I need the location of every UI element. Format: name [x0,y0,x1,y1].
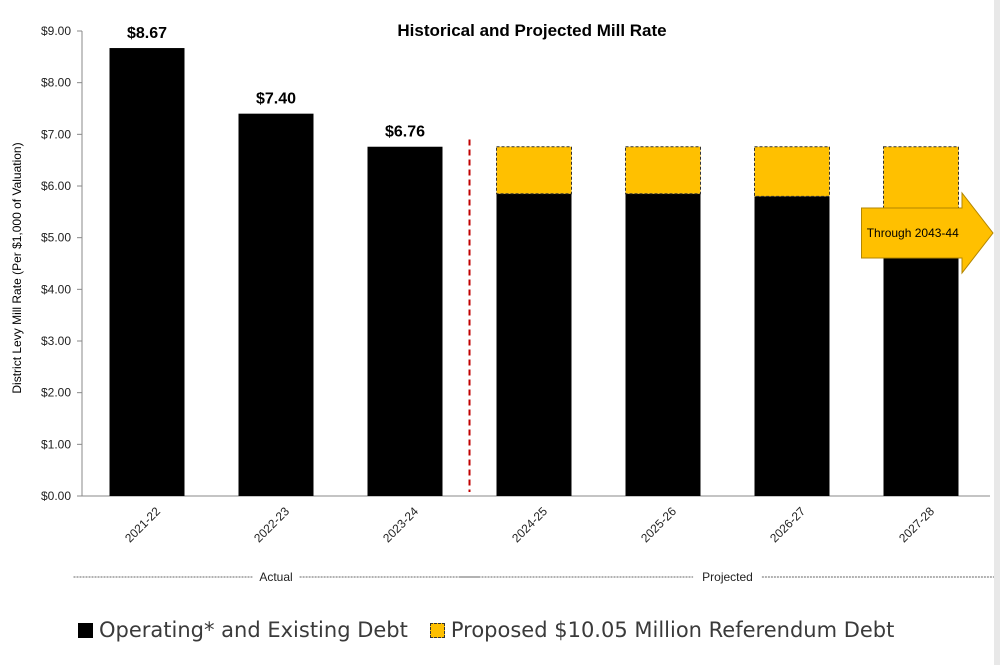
y-tick-label: $0.00 [41,489,71,503]
y-tick-label: $9.00 [41,24,71,38]
bar-referendum [754,146,830,197]
y-tick-label: $2.00 [41,386,71,400]
chart-legend: Operating* and Existing Debt Proposed $1… [78,618,916,642]
bar-referendum [625,146,701,195]
x-tick-label: 2026-27 [767,504,808,545]
group-label: Projected [702,570,753,584]
y-tick-label: $5.00 [41,231,71,245]
bar-referendum [496,146,572,195]
y-tick-label: $1.00 [41,437,71,451]
y-tick-label: $8.00 [41,76,71,90]
bar-operating [883,240,959,496]
bar-operating [367,146,443,496]
data-label: $7.40 [256,91,296,108]
data-label: $8.67 [127,25,167,42]
legend-label-operating: Operating* and Existing Debt [99,618,408,642]
right-edge-strip [994,0,1000,665]
legend-item-operating: Operating* and Existing Debt [78,618,408,642]
y-tick-label: $3.00 [41,334,71,348]
annotation-arrow [861,191,994,275]
bar-operating [109,48,185,497]
legend-swatch-operating [78,622,93,638]
y-tick-label: $4.00 [41,282,71,296]
bar-operating [238,113,314,497]
annotation-label: Through 2043-44 [867,226,959,240]
x-tick-label: 2025-26 [638,504,679,545]
chart-title: Historical and Projected Mill Rate [397,21,666,40]
y-tick-label: $7.00 [41,127,71,141]
x-tick-label: 2023-24 [380,504,421,545]
group-label: Actual [259,570,292,584]
x-tick-label: 2024-25 [509,504,550,545]
x-tick-label: 2022-23 [251,504,292,545]
y-tick-label: $6.00 [41,179,71,193]
y-axis-label: District Levy Mill Rate (Per $1,000 of V… [10,142,24,393]
data-label: $6.76 [385,124,425,141]
legend-swatch-referendum [429,622,445,638]
x-tick-label: 2027-28 [896,504,937,545]
bar-operating [496,193,572,496]
legend-item-referendum: Proposed $10.05 Million Referendum Debt [429,618,895,642]
bar-operating [625,193,701,496]
legend-label-referendum: Proposed $10.05 Million Referendum Debt [450,618,895,642]
bar-operating [754,196,830,497]
x-tick-label: 2021-22 [122,504,163,545]
